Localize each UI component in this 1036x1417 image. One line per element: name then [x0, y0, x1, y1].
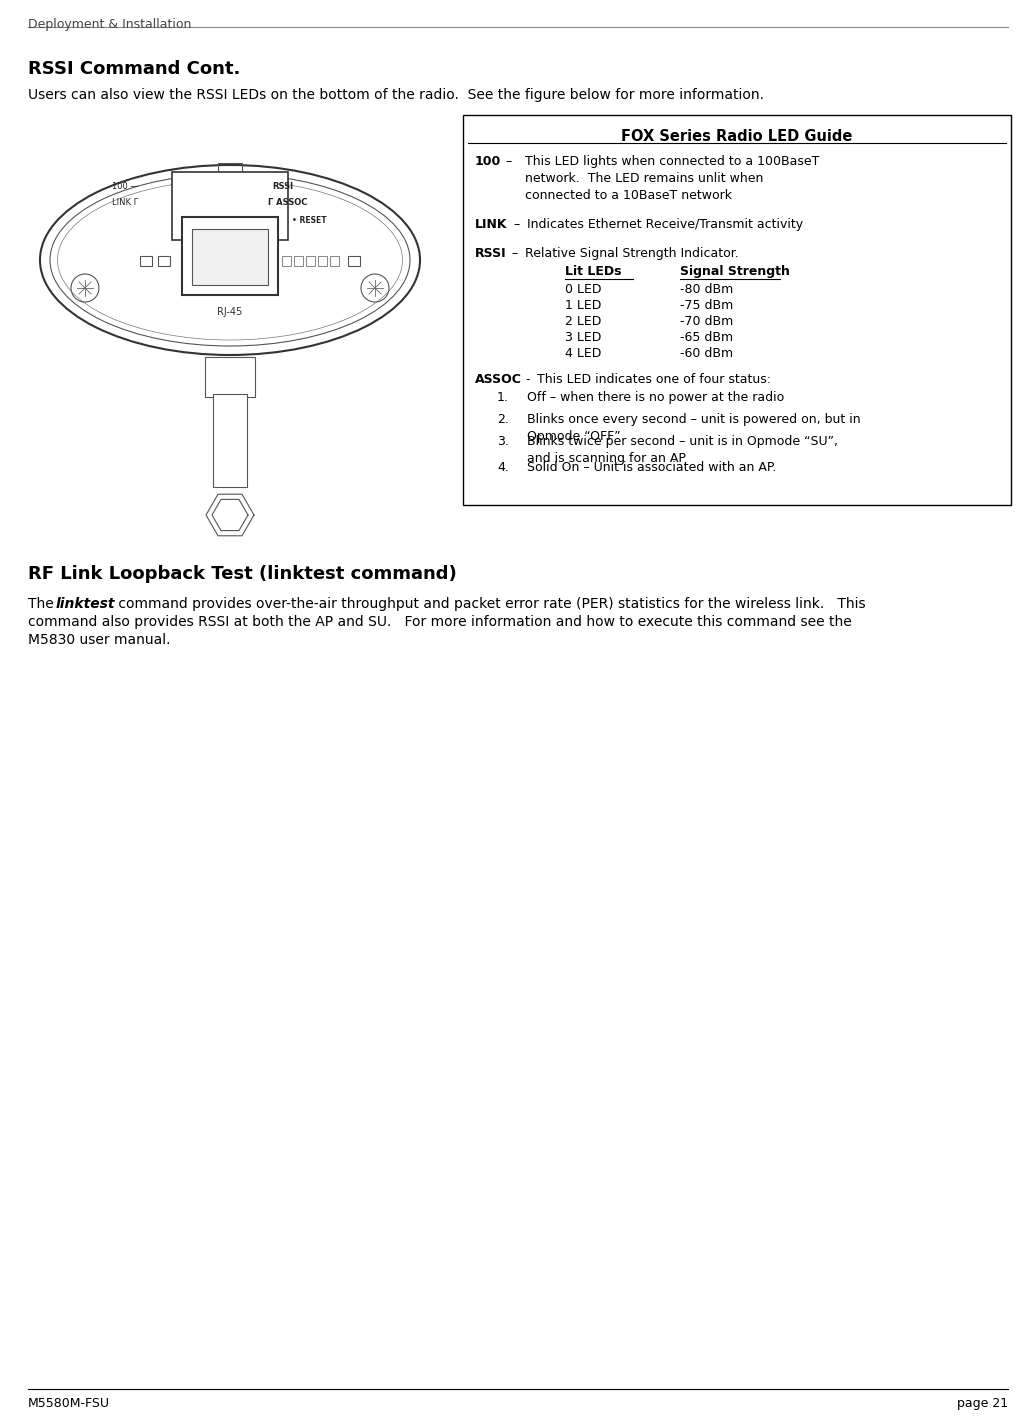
Text: command also provides RSSI at both the AP and SU.   For more information and how: command also provides RSSI at both the A… — [28, 615, 852, 629]
Text: RSSI Command Cont.: RSSI Command Cont. — [28, 60, 240, 78]
Bar — [159, 256, 170, 266]
Text: Solid On – Unit is associated with an AP.: Solid On – Unit is associated with an AP… — [527, 461, 776, 475]
Text: 1.: 1. — [497, 391, 509, 404]
Bar — [348, 256, 359, 266]
Text: RJ-45: RJ-45 — [218, 307, 242, 317]
Text: Signal Strength: Signal Strength — [680, 265, 789, 278]
Bar — [182, 217, 278, 295]
Text: –: – — [511, 247, 517, 259]
Text: This LED lights when connected to a 100BaseT
network.  The LED remains unlit whe: This LED lights when connected to a 100B… — [525, 154, 819, 203]
Text: -70 dBm: -70 dBm — [680, 315, 733, 327]
Text: Users can also view the RSSI LEDs on the bottom of the radio.  See the figure be: Users can also view the RSSI LEDs on the… — [28, 88, 764, 102]
Text: Relative Signal Strength Indicator.: Relative Signal Strength Indicator. — [525, 247, 739, 259]
Text: page 21: page 21 — [957, 1397, 1008, 1410]
Text: -: - — [525, 373, 529, 385]
Text: 4 LED: 4 LED — [565, 347, 601, 360]
Bar — [172, 171, 288, 239]
Text: –: – — [505, 154, 511, 169]
Bar — [140, 256, 152, 266]
Text: Indicates Ethernet Receive/Transmit activity: Indicates Ethernet Receive/Transmit acti… — [527, 218, 803, 231]
Bar — [192, 230, 268, 285]
Text: linktest: linktest — [56, 597, 115, 611]
Text: Lit LEDs: Lit LEDs — [565, 265, 622, 278]
Text: -80 dBm: -80 dBm — [680, 283, 733, 296]
Text: LINK Γ: LINK Γ — [112, 198, 138, 207]
Bar — [218, 163, 242, 173]
Text: RF Link Loopback Test (linktest command): RF Link Loopback Test (linktest command) — [28, 565, 457, 582]
Text: 0 LED: 0 LED — [565, 283, 602, 296]
Text: • RESET: • RESET — [292, 215, 326, 225]
Text: ASSOC: ASSOC — [474, 373, 522, 385]
Text: The: The — [28, 597, 58, 611]
Text: command provides over-the-air throughput and packet error rate (PER) statistics : command provides over-the-air throughput… — [114, 597, 866, 611]
Text: 4.: 4. — [497, 461, 509, 475]
Text: -60 dBm: -60 dBm — [680, 347, 733, 360]
Text: M5830 user manual.: M5830 user manual. — [28, 633, 171, 648]
Text: 1 LED: 1 LED — [565, 299, 601, 312]
Text: Γ ASSOC: Γ ASSOC — [268, 198, 308, 207]
Bar — [213, 394, 247, 487]
Text: 3.: 3. — [497, 435, 509, 448]
Text: Blinks twice per second – unit is in Opmode “SU”,
and is scanning for an AP: Blinks twice per second – unit is in Opm… — [527, 435, 838, 465]
Bar — [463, 115, 1011, 504]
Text: 3 LED: 3 LED — [565, 332, 601, 344]
Text: 2.: 2. — [497, 412, 509, 427]
Bar — [330, 256, 339, 266]
Text: FOX Series Radio LED Guide: FOX Series Radio LED Guide — [622, 129, 853, 145]
Bar — [294, 256, 303, 266]
Bar — [282, 256, 291, 266]
Text: RSSI: RSSI — [272, 181, 293, 191]
Text: M5580M-FSU: M5580M-FSU — [28, 1397, 110, 1410]
Text: –: – — [513, 218, 519, 231]
Text: Blinks once every second – unit is powered on, but in
Opmode “OFF”: Blinks once every second – unit is power… — [527, 412, 861, 444]
Text: Deployment & Installation: Deployment & Installation — [28, 18, 192, 31]
Text: 100 —: 100 — — [112, 181, 139, 191]
Text: LINK: LINK — [474, 218, 508, 231]
Bar — [318, 256, 327, 266]
Text: -75 dBm: -75 dBm — [680, 299, 733, 312]
Text: This LED indicates one of four status:: This LED indicates one of four status: — [537, 373, 771, 385]
Text: 2 LED: 2 LED — [565, 315, 601, 327]
Text: Off – when there is no power at the radio: Off – when there is no power at the radi… — [527, 391, 784, 404]
Bar — [306, 256, 315, 266]
Text: 100: 100 — [474, 154, 501, 169]
Bar — [205, 357, 255, 397]
Text: RSSI: RSSI — [474, 247, 507, 259]
Text: -65 dBm: -65 dBm — [680, 332, 733, 344]
